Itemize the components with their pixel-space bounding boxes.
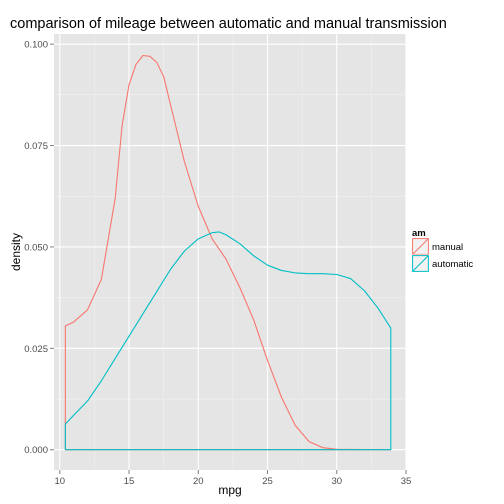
chart-title: comparison of mileage between automatic … [10, 16, 447, 32]
legend-label-automatic: automatic [432, 259, 473, 270]
y-tick-label: 0.100 [24, 40, 48, 51]
y-tick-label: 0.025 [24, 344, 48, 355]
x-tick-label: 25 [262, 476, 273, 487]
legend-title: am [412, 228, 426, 239]
y-tick-label: 0.075 [24, 141, 48, 152]
y-axis-label: density [9, 233, 23, 271]
x-tick-label: 30 [331, 476, 342, 487]
plot-panel [54, 34, 406, 470]
y-axis: 0.000 0.025 0.050 0.075 0.100 [24, 40, 54, 457]
x-tick-label: 20 [193, 476, 204, 487]
x-axis-label: mpg [218, 483, 241, 497]
y-tick-label: 0.000 [24, 445, 48, 456]
x-tick-label: 35 [401, 476, 412, 487]
legend: am manual automatic [412, 228, 473, 272]
x-tick-label: 10 [55, 476, 66, 487]
legend-label-manual: manual [432, 242, 463, 253]
x-tick-label: 15 [124, 476, 135, 487]
y-tick-label: 0.050 [24, 242, 48, 253]
